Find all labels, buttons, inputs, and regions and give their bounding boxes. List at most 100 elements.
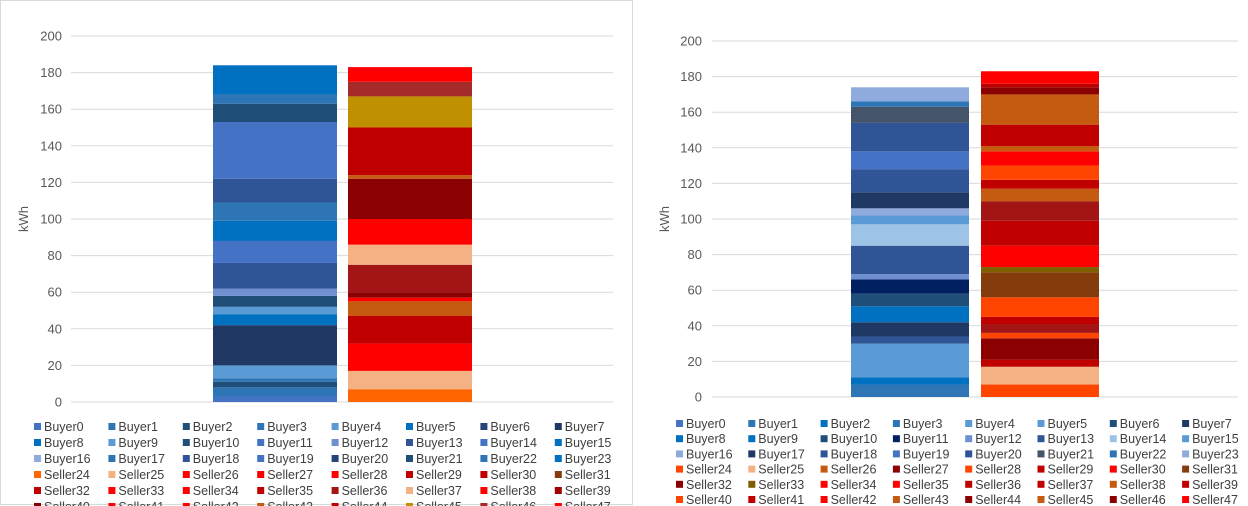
legend-label: Seller35	[903, 478, 949, 492]
right-chart-panel: 0 20 40 60 80 100 120 140 160 180 200 kWh Buyer0 Buye…	[652, 0, 1248, 505]
legend-swatch	[965, 480, 973, 488]
bar-0-segment-5	[213, 325, 337, 366]
y-tick-label: 20	[48, 358, 62, 373]
bar-1-segment-4	[348, 301, 472, 316]
legend-label: Buyer13	[416, 436, 463, 450]
legend-label: Seller24	[686, 463, 732, 477]
bar-0-segment-12	[213, 220, 337, 241]
legend-swatch	[331, 471, 339, 478]
legend-swatch	[182, 439, 190, 446]
legend-swatch	[892, 480, 900, 488]
legend-label: Buyer20	[342, 452, 389, 466]
legend-label: Buyer1	[118, 420, 158, 434]
legend-label: Seller28	[342, 468, 388, 482]
legend-label: Seller26	[193, 468, 239, 482]
legend-label: Seller36	[342, 484, 388, 498]
legend-label: Seller42	[193, 500, 239, 506]
bar-1-segment-3	[348, 315, 472, 344]
legend-swatch	[1109, 496, 1117, 503]
bar-0-segment-8	[851, 274, 969, 280]
legend-label: Seller47	[1192, 493, 1238, 505]
legend-label: Buyer17	[758, 447, 805, 461]
legend-label: Buyer15	[1192, 432, 1239, 446]
bar-1-segment-14	[348, 81, 472, 97]
legend-swatch	[108, 487, 116, 494]
legend-label: Buyer10	[831, 432, 878, 446]
bar-0-segment-18	[213, 65, 337, 95]
bar-0-segment-19	[851, 87, 969, 102]
legend-label: Seller41	[118, 500, 164, 506]
legend-label: Seller46	[1120, 493, 1166, 505]
bar-0-segment-15	[851, 151, 969, 170]
bar-0-segment-16	[213, 103, 337, 123]
legend-swatch	[1037, 420, 1045, 427]
legend-label: Seller44	[342, 500, 388, 506]
legend-swatch	[34, 487, 41, 494]
legend-label: Buyer3	[903, 417, 943, 431]
bar-0-segment-13	[213, 202, 337, 221]
y-tick-label: 40	[48, 321, 62, 336]
bar-0-segment-5	[851, 306, 969, 323]
bar-0-segment-6	[851, 293, 969, 307]
bar-1-segment-1	[348, 370, 472, 390]
bar-0-segment-17	[213, 94, 337, 104]
bar-0-segment-11	[851, 215, 969, 225]
legend-swatch	[965, 435, 973, 443]
legend-label: Buyer12	[975, 432, 1022, 446]
legend-label: Seller34	[193, 484, 239, 498]
bar-1-segment-8	[348, 244, 472, 265]
bar-1-segment-0	[981, 384, 1099, 397]
legend-swatch	[480, 487, 488, 494]
legend-label: Seller30	[1120, 463, 1166, 477]
legend-swatch	[820, 420, 828, 427]
legend-swatch	[1182, 496, 1190, 503]
legend-label: Seller40	[44, 500, 90, 506]
legend-swatch	[965, 450, 973, 458]
y-tick-label: 120	[40, 175, 62, 190]
legend-swatch	[1182, 465, 1190, 473]
legend-swatch	[34, 455, 41, 462]
legend-swatch	[108, 471, 116, 478]
legend-swatch	[1109, 480, 1117, 488]
legend-swatch	[676, 496, 683, 503]
legend-swatch	[331, 455, 339, 462]
legend-label: Seller37	[1048, 478, 1094, 492]
legend-swatch	[182, 487, 190, 494]
legend-swatch	[748, 480, 756, 488]
bar-1-segment-21	[981, 83, 1099, 88]
bar-0-segment-1	[851, 377, 969, 385]
legend-swatch	[257, 455, 265, 462]
legend-swatch	[1182, 420, 1190, 427]
legend-swatch	[480, 423, 488, 430]
legend-swatch	[480, 455, 488, 462]
y-tick-label: 80	[688, 247, 702, 262]
legend-swatch	[965, 420, 973, 427]
bar-0-segment-0	[213, 396, 337, 402]
legend-swatch	[406, 455, 413, 462]
bar-1-segment-4	[981, 332, 1099, 339]
legend-swatch	[480, 439, 488, 446]
y-tick-label: 140	[40, 138, 62, 153]
legend-label: Seller29	[1048, 463, 1094, 477]
bar-1-segment-5	[348, 297, 472, 302]
legend-label: Buyer1	[758, 417, 798, 431]
legend-label: Buyer5	[416, 420, 456, 434]
bar-1-segment-15	[348, 67, 472, 82]
legend-swatch	[892, 435, 900, 443]
y-tick-label: 160	[40, 102, 62, 117]
legend-label: Buyer2	[831, 417, 871, 431]
legend-label: Seller38	[1120, 478, 1166, 492]
legend-swatch	[676, 465, 683, 473]
y-tick-label: 0	[55, 395, 62, 410]
bar-1-segment-11	[981, 220, 1099, 246]
legend-label: Buyer4	[342, 420, 382, 434]
legend-label: Buyer14	[490, 436, 537, 450]
legend-label: Buyer22	[490, 452, 537, 466]
legend-swatch	[820, 450, 828, 458]
legend-swatch	[34, 471, 41, 478]
legend-swatch	[676, 450, 683, 458]
legend-label: Buyer9	[758, 432, 798, 446]
legend-label: Seller24	[44, 468, 90, 482]
legend-label: Buyer3	[267, 420, 307, 434]
left-chart-panel: 0 20 40 60 80 100 120 140 160 180 200 kWh Buyer0 Buye…	[0, 0, 633, 506]
